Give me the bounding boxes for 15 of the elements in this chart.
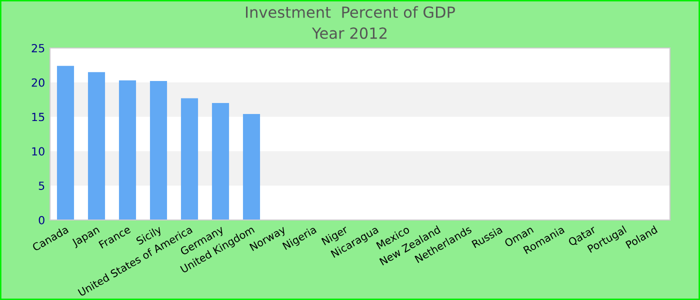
bar — [118, 80, 136, 220]
y-tick-label: 10 — [32, 147, 44, 156]
chart-subtitle: Year 2012 — [312, 27, 387, 39]
y-tick-label: 20 — [32, 78, 44, 87]
bar — [180, 98, 198, 220]
y-tick-label: 0 — [38, 216, 44, 224]
bar — [56, 66, 74, 220]
chart-title: Investment Percent of GDP — [246, 6, 455, 18]
bar — [242, 114, 260, 220]
y-tick-label: 15 — [32, 112, 44, 122]
y-tick-label: 5 — [38, 182, 44, 190]
bar — [88, 72, 106, 220]
bar — [150, 81, 168, 220]
y-tick-label: 25 — [32, 44, 44, 52]
bar — [212, 103, 230, 220]
